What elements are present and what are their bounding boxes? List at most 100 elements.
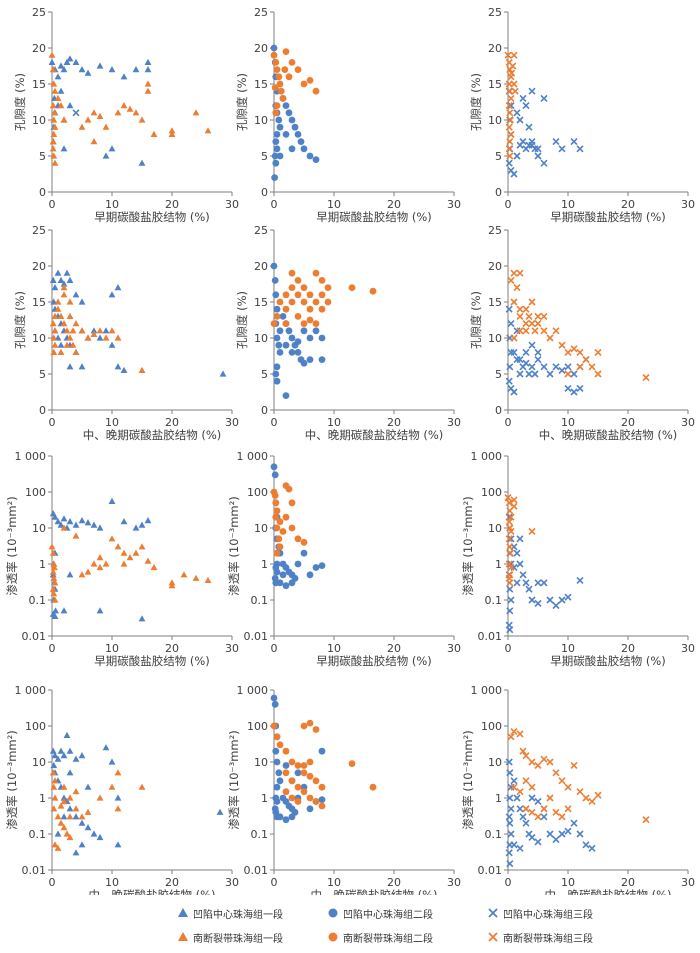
y-tick-label: 100: [25, 720, 46, 733]
y-tick-label: 5: [495, 150, 502, 163]
circle-marker-icon: [328, 932, 338, 942]
data-point: [516, 560, 524, 568]
data-point: [506, 860, 514, 868]
x-tick-label: 10: [561, 876, 575, 889]
data-point: [582, 841, 590, 849]
y-tick-label: 10: [254, 332, 268, 345]
y-axis-label: 渗透率 (10⁻³mm²): [227, 730, 241, 829]
data-point: [534, 145, 542, 153]
data-point: [144, 87, 152, 94]
data-point: [507, 830, 515, 838]
data-point: [506, 819, 514, 827]
data-point: [150, 130, 158, 137]
y-tick-label: 20: [32, 42, 46, 55]
y-axis-label: 渗透率 (10⁻³mm²): [5, 730, 19, 829]
data-point: [273, 363, 281, 371]
data-point: [504, 51, 512, 59]
x-tick-label: 0: [49, 642, 56, 655]
data-point: [60, 145, 68, 152]
data-point: [50, 130, 58, 137]
data-point: [57, 87, 65, 94]
y-tick-label: 0.1: [29, 828, 47, 841]
y-tick-label: 1: [261, 792, 268, 805]
data-point: [642, 374, 650, 382]
data-point: [294, 798, 302, 805]
data-point: [588, 363, 596, 371]
y-tick-label: 20: [32, 260, 46, 273]
data-point: [506, 585, 514, 593]
data-point: [132, 109, 140, 116]
data-point: [510, 783, 518, 791]
series-南断裂带珠海组二段: [270, 48, 320, 117]
data-point: [285, 73, 293, 81]
data-point: [300, 549, 308, 557]
data-point: [63, 341, 71, 348]
data-point: [552, 327, 560, 335]
data-point: [588, 797, 596, 806]
data-point: [50, 334, 58, 341]
data-point: [312, 798, 320, 805]
data-point: [54, 813, 62, 820]
data-point: [102, 152, 110, 159]
data-point: [510, 388, 518, 396]
data-point: [516, 805, 524, 813]
data-point: [57, 747, 65, 754]
data-point: [84, 519, 92, 526]
x-axis-label: 中、晚碳酸盐胶结物 (%): [310, 888, 437, 895]
data-point: [120, 518, 128, 525]
data-point: [275, 535, 283, 543]
data-point: [506, 87, 514, 95]
data-point: [534, 599, 542, 608]
data-point: [540, 579, 548, 587]
data-point: [506, 363, 514, 371]
x-tick-label: 20: [621, 876, 635, 889]
data-point: [540, 813, 548, 821]
data-point: [288, 777, 296, 785]
data-point: [96, 62, 104, 69]
data-point: [51, 612, 59, 620]
data-point: [66, 571, 74, 578]
x-tick-label: 20: [387, 876, 401, 889]
x-tick-label: 10: [561, 416, 575, 429]
data-point: [282, 513, 290, 521]
y-axis-label: 渗透率 (10⁻³mm²): [227, 496, 241, 595]
data-point: [564, 363, 572, 371]
data-point: [300, 284, 308, 291]
x-tick-label: 0: [271, 876, 278, 889]
data-point: [294, 762, 302, 769]
data-point: [102, 560, 110, 567]
data-point: [78, 752, 86, 759]
data-point: [552, 769, 560, 777]
data-point: [540, 327, 548, 335]
y-tick-label: 0.01: [244, 630, 269, 643]
legend-label: 凹陷中心珠海组一段: [193, 910, 283, 921]
data-point: [510, 170, 518, 178]
x-tick-label: 10: [327, 198, 341, 211]
data-point: [90, 109, 98, 116]
data-point: [513, 152, 521, 160]
y-tick-label: 0.1: [251, 828, 269, 841]
data-point: [270, 320, 278, 327]
x-tick-label: 30: [447, 416, 461, 429]
data-point: [288, 499, 296, 507]
data-point: [72, 755, 80, 762]
data-point: [294, 313, 302, 320]
data-point: [300, 762, 308, 769]
y-axis-label: 孔隙度 (%): [13, 73, 27, 131]
x-tick-label: 0: [505, 642, 512, 655]
data-point: [291, 123, 299, 131]
data-point: [49, 320, 57, 327]
data-point: [318, 562, 326, 570]
data-point: [102, 334, 110, 341]
triangle-marker-icon: [178, 908, 188, 917]
data-point: [60, 607, 68, 614]
data-point: [96, 794, 104, 801]
data-point: [510, 496, 518, 504]
data-point: [273, 377, 281, 385]
data-point: [546, 596, 554, 604]
data-point: [306, 805, 314, 813]
data-point: [57, 312, 65, 319]
data-point: [49, 276, 57, 283]
data-point: [522, 359, 530, 367]
data-point: [318, 277, 326, 284]
